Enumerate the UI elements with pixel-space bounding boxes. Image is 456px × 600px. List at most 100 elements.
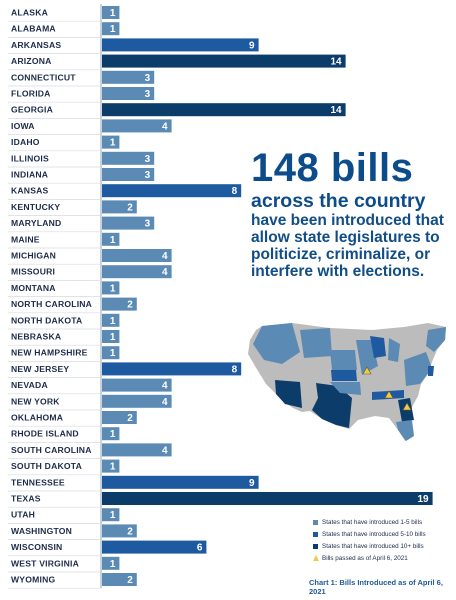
legend-item-tier1: States that have introduced 1-5 bills bbox=[313, 516, 426, 528]
bar-north-carolina bbox=[102, 297, 137, 311]
state-label: ARIZONA bbox=[11, 56, 52, 66]
bar-value-label: 1 bbox=[110, 8, 116, 19]
bar-kentucky bbox=[102, 200, 137, 214]
bar-value-label: 3 bbox=[145, 219, 151, 230]
bar-wyoming bbox=[102, 573, 137, 586]
bar-illinois bbox=[102, 151, 155, 165]
bar-alabama bbox=[102, 22, 120, 36]
bar-georgia bbox=[102, 103, 346, 117]
bar-value-label: 3 bbox=[145, 170, 151, 181]
legend-item-tier3: States that have introduced 10+ bills bbox=[313, 540, 426, 552]
state-label: IOWA bbox=[11, 121, 35, 131]
bar-rhode-island bbox=[102, 427, 120, 441]
bar-alaska bbox=[102, 6, 120, 19]
bar-indiana bbox=[102, 168, 155, 181]
bar-texas bbox=[102, 492, 433, 505]
bar-tennessee bbox=[102, 475, 259, 489]
bar-value-label: 4 bbox=[162, 397, 168, 408]
legend-item-tier2: States that have introduced 5-10 bills bbox=[313, 528, 426, 540]
bar-value-label: 14 bbox=[330, 57, 342, 68]
bar-wisconsin bbox=[102, 540, 207, 554]
state-label: MARYLAND bbox=[11, 218, 61, 228]
state-label: ALABAMA bbox=[11, 24, 56, 34]
state-label: NEVADA bbox=[11, 380, 48, 390]
state-label: FLORIDA bbox=[11, 89, 51, 99]
legend-label: Bills passed as of April 6, 2021 bbox=[322, 554, 408, 562]
chart-caption: Chart 1: Bills Introduced as of April 6,… bbox=[309, 578, 443, 596]
bar-value-label: 3 bbox=[145, 154, 151, 165]
bar-new-hampshire bbox=[102, 346, 120, 360]
state-label: NORTH CAROLINA bbox=[11, 299, 92, 309]
legend-label: States that have introduced 1-5 bills bbox=[322, 518, 423, 526]
map-region-plains bbox=[330, 350, 357, 370]
headline-description: have been introduced that allow state le… bbox=[251, 212, 444, 280]
map-region-kansas bbox=[331, 370, 357, 381]
bar-new-jersey bbox=[102, 362, 242, 376]
bar-idaho bbox=[102, 135, 120, 149]
map-region-oklahoma bbox=[330, 382, 361, 395]
bar-washington bbox=[102, 524, 137, 538]
us-map-graphic bbox=[248, 323, 446, 441]
bar-missouri bbox=[102, 265, 172, 279]
state-label: TENNESSEE bbox=[11, 477, 65, 487]
bar-value-label: 3 bbox=[145, 73, 151, 84]
state-label: MAINE bbox=[11, 234, 40, 244]
bar-value-label: 1 bbox=[110, 429, 116, 440]
state-label: TEXAS bbox=[11, 494, 41, 504]
bar-value-label: 6 bbox=[197, 543, 203, 554]
bar-florida bbox=[102, 87, 155, 100]
map-region-east bbox=[404, 352, 432, 386]
bar-north-dakota bbox=[102, 313, 120, 327]
map-region-new-england bbox=[426, 327, 446, 352]
bar-connecticut bbox=[102, 70, 155, 84]
bar-south-dakota bbox=[102, 459, 120, 473]
bar-value-label: 8 bbox=[232, 186, 238, 197]
state-label: OKLAHOMA bbox=[11, 413, 63, 423]
state-label: MISSOURI bbox=[11, 267, 55, 277]
bar-value-label: 2 bbox=[127, 575, 133, 586]
state-label: IDAHO bbox=[11, 137, 40, 147]
state-label: MICHIGAN bbox=[11, 251, 56, 261]
bar-value-label: 2 bbox=[127, 526, 133, 537]
bar-value-label: 1 bbox=[110, 559, 116, 570]
bar-iowa bbox=[102, 119, 172, 133]
bar-nebraska bbox=[102, 330, 120, 343]
bar-value-label: 9 bbox=[249, 478, 255, 489]
bill-passed-triangle-marker bbox=[362, 366, 372, 375]
map-region-arizona bbox=[275, 380, 302, 408]
legend-label: States that have introduced 5-10 bills bbox=[322, 530, 426, 538]
state-label: KENTUCKY bbox=[11, 202, 60, 212]
state-label: GEORGIA bbox=[11, 105, 53, 115]
state-label: MONTANA bbox=[11, 283, 56, 293]
bar-value-label: 2 bbox=[127, 300, 133, 311]
state-label: WISCONSIN bbox=[11, 542, 62, 552]
headline-block: 148 bills across the country have been i… bbox=[251, 146, 451, 280]
bar-montana bbox=[102, 281, 120, 295]
warning-triangle-icon bbox=[313, 555, 319, 561]
legend-swatch-tier1 bbox=[313, 519, 318, 525]
bar-oklahoma bbox=[102, 411, 137, 424]
state-label: ALASKA bbox=[11, 8, 48, 18]
map-region-florida bbox=[396, 420, 414, 441]
map-region-texas bbox=[312, 383, 352, 428]
bar-value-label: 19 bbox=[417, 494, 429, 505]
bar-maryland bbox=[102, 216, 155, 230]
map-region-new-jersey bbox=[428, 366, 434, 376]
bill-passed-triangle-marker bbox=[384, 390, 394, 399]
state-label: SOUTH CAROLINA bbox=[11, 445, 92, 455]
state-label: WEST VIRGINIA bbox=[11, 558, 79, 568]
bar-value-label: 1 bbox=[110, 348, 116, 359]
bar-value-label: 4 bbox=[162, 267, 168, 278]
legend-swatch-tier2 bbox=[313, 531, 318, 537]
bar-value-label: 4 bbox=[162, 381, 168, 392]
map-region-michigan bbox=[388, 338, 400, 362]
headline-subtitle: across the country bbox=[251, 190, 426, 212]
legend-swatch-tier3 bbox=[313, 543, 318, 549]
bar-utah bbox=[102, 508, 120, 522]
bar-value-label: 1 bbox=[110, 510, 116, 521]
state-label: RHODE ISLAND bbox=[11, 429, 79, 439]
bar-michigan bbox=[102, 249, 172, 262]
bar-nevada bbox=[102, 378, 172, 392]
bill-passed-triangle-marker bbox=[402, 402, 412, 411]
state-label: UTAH bbox=[11, 510, 35, 520]
